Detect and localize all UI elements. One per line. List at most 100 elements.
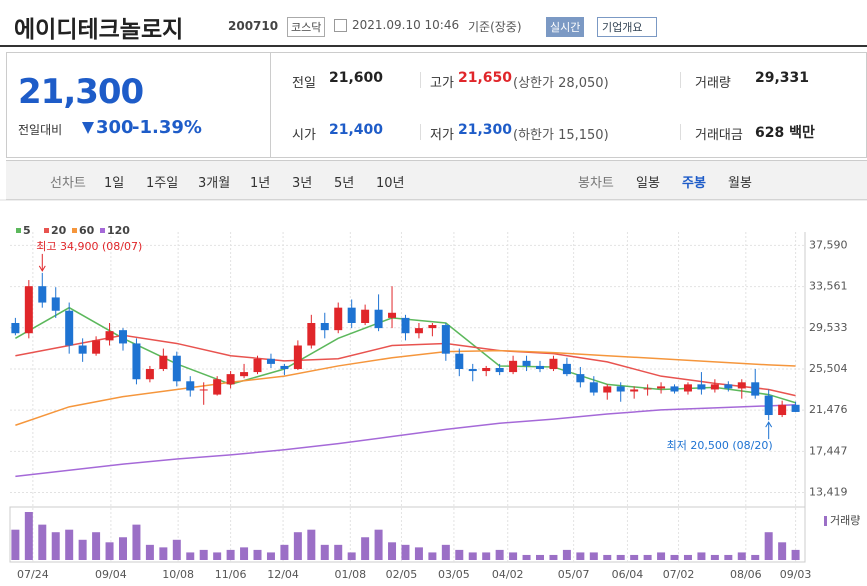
x-tick-label: 07/02 (663, 568, 695, 581)
divider (680, 124, 681, 140)
item-value: 21,600 (329, 70, 384, 86)
x-tick-label: 09/03 (780, 568, 812, 581)
x-tick-label: 06/04 (612, 568, 644, 581)
candle-body (293, 345, 302, 370)
candle-body (697, 384, 706, 390)
candle-body (186, 381, 195, 391)
legend-swatch (16, 228, 21, 233)
volume-bar (589, 552, 598, 560)
arrow-head (765, 421, 773, 428)
candle-body (159, 355, 168, 370)
candle-body (616, 386, 625, 392)
volume-bar (78, 539, 87, 560)
tab[interactable]: 1년 (250, 176, 271, 191)
volume-bar (468, 552, 477, 560)
item-note: (상한가 28,050) (513, 76, 609, 91)
volume-label: 거래량 (830, 514, 860, 527)
legend-label: 5 (23, 224, 31, 237)
stock-name: 에이디테크놀로지 (14, 17, 184, 43)
candle-body (213, 379, 222, 395)
tab-bar (6, 160, 867, 200)
tab[interactable]: 일봉 (636, 176, 660, 191)
volume-bar (240, 547, 249, 560)
volume-bar (388, 542, 397, 560)
volume-bar (509, 552, 518, 560)
tab[interactable]: 3개월 (198, 176, 231, 191)
company-button[interactable]: 기업개요 (597, 17, 658, 37)
x-tick-label: 08/06 (730, 568, 762, 581)
item-value: 21,650 (458, 70, 513, 86)
item-value: 21,400 (329, 122, 384, 138)
volume-bar (778, 542, 787, 560)
candle-body (603, 386, 612, 393)
item-label: 고가 (430, 76, 454, 91)
candle-body (78, 345, 87, 354)
volume-bar (24, 512, 33, 560)
volume-bar (441, 544, 450, 560)
volume-bar (145, 544, 154, 560)
realtime-button[interactable]: 실시간 (546, 17, 585, 37)
candle-body (576, 374, 585, 383)
volume-bar (751, 554, 760, 560)
candle-body (92, 340, 101, 354)
candle-body (764, 395, 773, 416)
volume-bar (670, 554, 679, 560)
candle-body (105, 331, 114, 341)
legend-swatch (100, 228, 105, 233)
basis: 기준(장중) (468, 20, 522, 34)
arrow-head (38, 265, 46, 272)
tab[interactable]: 5년 (334, 176, 355, 191)
x-tick-label: 10/08 (162, 568, 194, 581)
item-label: 저가 (430, 128, 454, 143)
legend-label: 60 (79, 224, 95, 237)
volume-bar (307, 529, 316, 560)
y-tick-label: 33,561 (809, 280, 848, 293)
candle-body (145, 369, 154, 380)
tab[interactable]: 1주일 (146, 176, 179, 191)
volume-bar (536, 554, 544, 560)
item-value: 628 백만 (755, 125, 815, 141)
moving-average (15, 334, 796, 397)
volume-bar (657, 552, 666, 560)
volume-bar (226, 549, 235, 560)
divider (420, 72, 421, 88)
volume-bar (118, 537, 127, 560)
y-tick-label: 29,533 (809, 321, 848, 334)
x-tick-label: 09/04 (95, 568, 127, 581)
candle-body (468, 369, 477, 372)
candle-body (589, 382, 598, 393)
candle-body (428, 325, 437, 329)
x-tick-label: 05/07 (558, 568, 590, 581)
candle-body (388, 312, 397, 318)
volume-bar (132, 524, 141, 560)
volume-bar (11, 529, 20, 560)
change-pct: -1.39% (132, 117, 202, 138)
volume-bar (172, 539, 181, 560)
volume-bar (630, 554, 639, 560)
tab[interactable]: 1일 (104, 176, 125, 191)
tab[interactable]: 10년 (376, 176, 405, 191)
legend-label: 120 (107, 224, 130, 237)
tab[interactable]: 주봉 (682, 176, 706, 191)
candle-body (670, 386, 679, 392)
volume-bar (293, 532, 302, 560)
market: 코스닥 (287, 17, 326, 37)
candle-body (320, 323, 329, 331)
legend-swatch (72, 228, 77, 233)
item-label: 거래량 (695, 76, 731, 91)
x-tick-label: 12/04 (267, 568, 299, 581)
item-value: 29,331 (755, 70, 810, 86)
volume-bar (697, 552, 706, 560)
x-tick-label: 01/08 (334, 568, 366, 581)
legend-label: 20 (51, 224, 67, 237)
item-label: 시가 (292, 128, 316, 143)
volume-bar (186, 552, 195, 560)
tab[interactable]: 월봉 (728, 176, 752, 191)
volume-bar (334, 544, 343, 560)
item-note: (하한가 15,150) (513, 128, 609, 143)
tab[interactable]: 3년 (292, 176, 313, 191)
volume-bar (320, 544, 329, 560)
candle-body (778, 404, 787, 416)
candle-body (683, 384, 692, 392)
